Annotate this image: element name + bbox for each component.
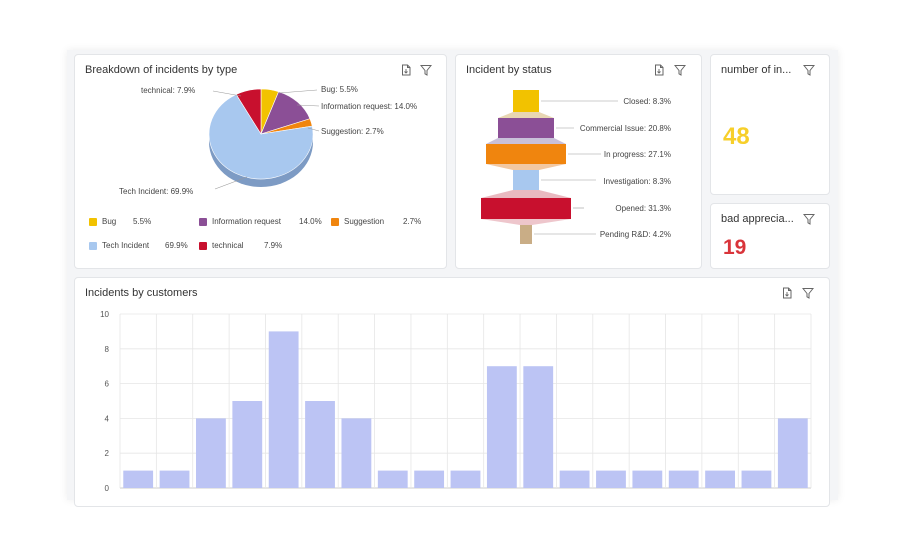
legend-label: Tech Incident <box>102 241 150 250</box>
filter-icon[interactable] <box>420 64 432 76</box>
funnel-label-opened: Opened: 31.3% <box>615 204 671 213</box>
customer-bar[interactable] <box>341 418 372 488</box>
pie-label-suggestion: Suggestion: 2.7% <box>321 127 384 136</box>
funnel-connector <box>481 219 571 225</box>
panel-title: Incidents by customers <box>85 287 198 299</box>
customer-bar[interactable] <box>486 366 517 488</box>
funnel-segment-in-progress <box>486 144 566 164</box>
customer-bar[interactable] <box>450 470 481 488</box>
funnel-connector <box>498 112 554 118</box>
customer-bar[interactable] <box>632 470 663 488</box>
pie-label-tech-incident: Tech Incident: 69.9% <box>119 187 194 196</box>
legend-item-suggestion[interactable]: Suggestion <box>331 217 384 226</box>
customer-bar[interactable] <box>668 470 699 488</box>
legend-label: Information request <box>212 217 281 226</box>
legend-value: 2.7% <box>403 217 422 226</box>
funnel-segment-opened <box>481 198 571 219</box>
filter-icon[interactable] <box>674 64 686 76</box>
funnel-connector <box>486 164 566 170</box>
pie-label-bug: Bug: 5.5% <box>321 85 358 94</box>
panel-title: Breakdown of incidents by type <box>85 64 238 76</box>
panel-title: Incident by status <box>466 64 552 76</box>
funnel-chart <box>481 90 618 244</box>
kpi-value: 48 <box>723 123 750 150</box>
legend-item-bug[interactable]: Bug <box>89 217 116 226</box>
export-pdf-icon[interactable] <box>781 287 793 299</box>
customer-bar[interactable] <box>196 418 226 488</box>
funnel-label-investigation: Investigation: 8.3% <box>603 177 671 186</box>
funnel-segment-investigation <box>513 170 539 190</box>
pie-slice-technical[interactable] <box>235 88 262 136</box>
funnel-segment-closed <box>513 90 539 112</box>
legend-label: Bug <box>102 217 117 226</box>
y-tick-label: 8 <box>105 345 110 354</box>
customer-bar[interactable] <box>232 401 263 488</box>
customer-bar[interactable] <box>596 470 626 488</box>
dashboard: Breakdown of incidents by type technical… <box>67 50 838 507</box>
legend-swatch <box>199 217 207 226</box>
panel-title: number of in... <box>721 64 792 76</box>
funnel-label-closed: Closed: 8.3% <box>623 97 671 106</box>
customer-bar[interactable] <box>559 470 590 488</box>
customer-bar[interactable] <box>159 470 190 488</box>
customer-bar[interactable] <box>705 470 735 488</box>
filter-icon[interactable] <box>802 287 814 299</box>
filter-icon[interactable] <box>803 213 815 225</box>
y-tick-label: 6 <box>105 380 110 389</box>
export-pdf-icon[interactable] <box>400 64 412 76</box>
kpi-value: 19 <box>723 236 747 259</box>
funnel-label-pending-rd: Pending R&D: 4.2% <box>599 230 671 239</box>
customer-bar[interactable] <box>268 331 299 488</box>
legend-value: 69.9% <box>165 241 188 250</box>
funnel-label-commercial-issue: Commercial Issue: 20.8% <box>579 124 671 133</box>
funnel-connector <box>481 190 571 198</box>
legend-value: 7.9% <box>264 241 283 250</box>
filter-icon[interactable] <box>803 64 815 76</box>
legend-item-information-request[interactable]: Information request <box>199 217 281 226</box>
customer-bar[interactable] <box>741 470 772 488</box>
y-tick-label: 2 <box>105 449 110 458</box>
customer-bar[interactable] <box>523 366 554 488</box>
pie-label-technical: technical: 7.9% <box>141 86 196 95</box>
legend-swatch <box>89 241 97 250</box>
customer-bar[interactable] <box>414 470 445 488</box>
y-tick-label: 0 <box>105 484 110 493</box>
panel-title: bad apprecia... <box>721 213 794 225</box>
y-tick-label: 4 <box>105 414 110 423</box>
legend-item-tech-incident[interactable]: Tech Incident <box>89 241 149 250</box>
legend-swatch <box>331 217 339 226</box>
export-pdf-icon[interactable] <box>653 64 665 76</box>
legend-value: 14.0% <box>299 217 322 226</box>
y-tick-label: 10 <box>100 310 109 319</box>
number-of-incidents-panel: number of in... 48 <box>710 54 830 195</box>
funnel-segment-pending-rd <box>520 225 532 244</box>
customers-bar-chart: 0 2 4 6 8 10 <box>100 310 812 493</box>
bad-appreciation-panel: bad apprecia... 19 <box>710 203 830 269</box>
legend-item-technical[interactable]: technical <box>199 241 244 250</box>
customer-bar[interactable] <box>377 470 408 488</box>
incidents-by-status-panel: Incident by status <box>455 54 702 269</box>
pie-slice-tech-incident[interactable] <box>208 94 314 180</box>
pie-label-information-request: Information request: 14.0% <box>321 102 418 111</box>
incidents-by-customers-panel: Incidents by customers 0 2 4 6 8 10 <box>74 277 830 507</box>
customer-bar[interactable] <box>305 401 335 488</box>
customer-bar[interactable] <box>123 470 154 488</box>
customer-bar[interactable] <box>777 418 808 488</box>
legend-label: technical <box>212 241 244 250</box>
legend-label: Suggestion <box>344 217 385 226</box>
funnel-segment-commercial-issue <box>498 118 554 138</box>
legend-value: 5.5% <box>133 217 152 226</box>
funnel-connector <box>486 138 566 144</box>
funnel-label-in-progress: In progress: 27.1% <box>603 150 671 159</box>
legend-swatch <box>89 217 97 226</box>
legend-swatch <box>199 241 207 250</box>
pie-chart <box>208 88 320 190</box>
incidents-by-type-panel: Breakdown of incidents by type technical… <box>74 54 447 269</box>
